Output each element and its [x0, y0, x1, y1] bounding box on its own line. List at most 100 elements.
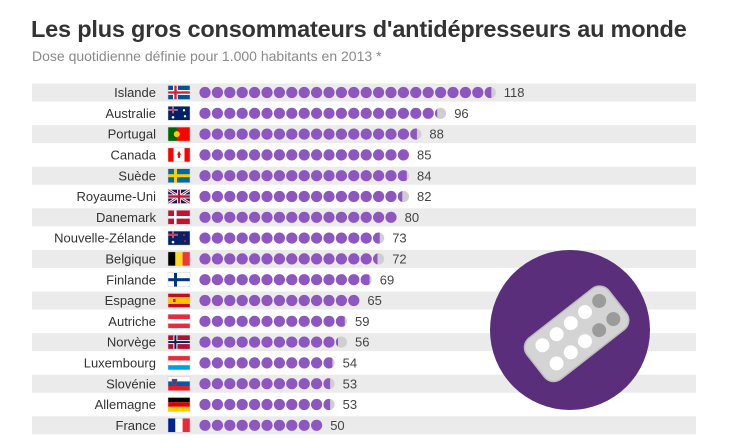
dot — [261, 107, 273, 119]
dot — [298, 419, 310, 431]
dot — [261, 315, 273, 327]
dot — [335, 190, 347, 203]
dot — [286, 274, 298, 286]
dot — [199, 419, 211, 431]
dot — [224, 149, 236, 161]
dot — [311, 419, 323, 431]
dot — [311, 336, 323, 348]
dot — [335, 232, 347, 244]
dot — [323, 86, 335, 99]
dot — [261, 149, 273, 161]
chart-row: Australie 96 — [32, 104, 696, 123]
bar-dots — [199, 232, 385, 244]
dot — [348, 190, 360, 203]
dot — [199, 336, 211, 348]
dot — [249, 232, 261, 244]
dot — [224, 170, 236, 182]
dot-partial-bg — [435, 107, 447, 119]
dot — [385, 149, 397, 161]
value-label: 59 — [355, 314, 369, 329]
dot — [323, 315, 335, 327]
dot — [335, 170, 347, 182]
dot — [236, 232, 248, 244]
dot — [211, 336, 223, 348]
dot — [335, 86, 347, 99]
dot — [236, 253, 248, 265]
dot — [360, 190, 372, 203]
dot — [286, 211, 298, 223]
dot — [323, 149, 335, 161]
dot — [323, 107, 335, 119]
dot — [211, 419, 223, 431]
dot — [261, 190, 273, 203]
dot — [348, 274, 360, 286]
dot-partial — [335, 315, 345, 327]
dot-partial — [373, 253, 378, 265]
value-label: 73 — [392, 231, 406, 246]
flag-austria-icon — [167, 314, 191, 329]
dot — [286, 170, 298, 182]
dot — [249, 336, 261, 348]
dot — [249, 170, 261, 182]
dot — [348, 211, 360, 223]
dot — [224, 336, 236, 348]
dot — [199, 253, 211, 265]
dot — [249, 253, 261, 265]
dot — [360, 107, 372, 119]
dot — [236, 170, 248, 182]
flag-iceland-icon — [167, 85, 191, 100]
category-label: Australie — [105, 106, 156, 121]
dot — [311, 398, 323, 411]
dot — [311, 294, 323, 307]
dot — [224, 211, 236, 223]
value-label: 118 — [504, 85, 525, 100]
dot — [360, 170, 372, 182]
flag-finland-icon — [167, 272, 191, 287]
dot — [311, 128, 323, 140]
bar-dots — [199, 190, 409, 203]
dot — [261, 253, 273, 265]
category-label: Portugal — [108, 127, 157, 142]
dot — [224, 107, 236, 119]
dot — [236, 315, 248, 327]
dot — [224, 190, 236, 203]
dot — [298, 315, 310, 327]
dot — [199, 190, 211, 203]
dot — [335, 294, 347, 307]
dot — [211, 398, 223, 411]
bar-dots — [199, 315, 347, 327]
dot — [236, 294, 248, 307]
pill-blister-icon — [490, 250, 650, 410]
dot — [211, 128, 223, 140]
dot — [236, 419, 248, 431]
bar-dots — [199, 419, 323, 431]
dot — [224, 419, 236, 431]
dot — [311, 190, 323, 203]
category-label: Norvège — [107, 335, 156, 350]
bar-dots — [199, 336, 347, 348]
dot — [236, 190, 248, 203]
dot — [273, 378, 285, 390]
dot — [360, 253, 372, 265]
dot — [397, 107, 409, 119]
dot — [224, 232, 236, 244]
dot — [298, 336, 310, 348]
dot — [211, 232, 223, 244]
dot — [286, 232, 298, 244]
dot — [199, 211, 211, 223]
category-label: Espagne — [105, 293, 156, 308]
value-label: 54 — [343, 356, 357, 371]
dot — [360, 211, 372, 223]
dot — [373, 107, 385, 119]
dot — [249, 378, 261, 390]
dot — [298, 149, 310, 161]
dot — [273, 419, 285, 431]
dot — [249, 419, 261, 431]
dot — [373, 149, 385, 161]
blister-pack — [523, 285, 630, 383]
dot — [385, 190, 397, 203]
dot — [286, 190, 298, 203]
value-label: 82 — [417, 189, 431, 204]
dot — [447, 86, 459, 99]
